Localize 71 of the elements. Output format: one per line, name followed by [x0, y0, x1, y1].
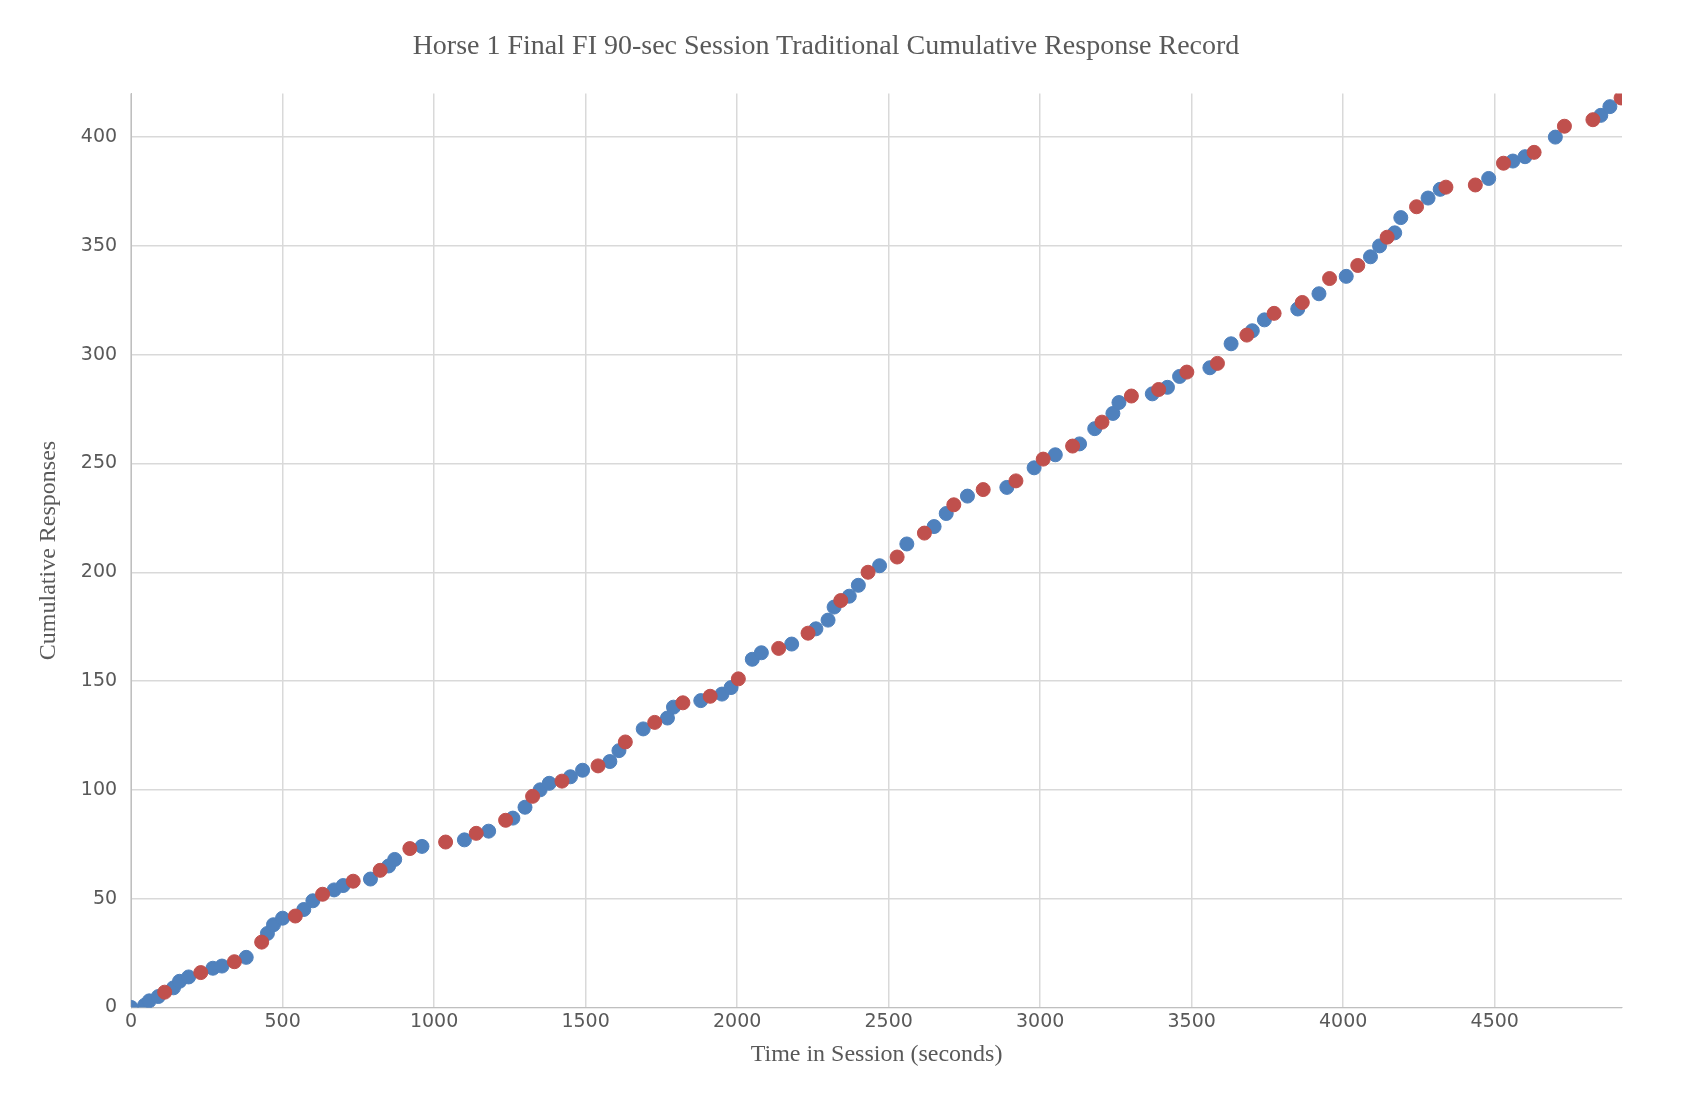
point [1094, 414, 1110, 430]
point [1496, 155, 1512, 171]
point [193, 965, 209, 981]
point [617, 734, 633, 750]
point [1350, 257, 1366, 273]
point [730, 671, 746, 687]
point [590, 758, 606, 774]
point [525, 788, 541, 804]
point [1556, 118, 1572, 134]
point [1008, 473, 1024, 489]
point [1179, 364, 1195, 380]
point [916, 525, 932, 541]
point [1585, 112, 1601, 128]
point [1239, 327, 1255, 343]
point [1065, 438, 1081, 454]
y-tick-label: 200 [80, 559, 118, 582]
point [1294, 294, 1310, 310]
point [1467, 177, 1483, 193]
point [1035, 451, 1051, 467]
point [800, 625, 816, 641]
point [157, 984, 173, 1000]
point [833, 593, 849, 609]
point [975, 482, 991, 498]
point [771, 640, 787, 656]
x-tick-label: 4000 [1319, 1008, 1368, 1031]
x-axis-title: Time in Session (seconds) [750, 1039, 1003, 1066]
point [1438, 179, 1454, 195]
y-axis-title: Cumulative Responses [33, 440, 60, 661]
point [345, 873, 361, 889]
point [1526, 144, 1542, 160]
point [315, 886, 331, 902]
point [1266, 305, 1282, 321]
x-tick-label: 0 [125, 1008, 138, 1031]
point [438, 834, 454, 850]
x-tick-label: 3000 [1015, 1008, 1065, 1031]
x-tick-label: 3500 [1167, 1008, 1216, 1031]
y-tick-label: 250 [80, 450, 118, 473]
x-tick-label: 1500 [561, 1008, 610, 1031]
y-tick-label: 300 [80, 341, 118, 364]
point [254, 934, 270, 950]
x-tick-label: 4500 [1470, 1008, 1519, 1031]
point [946, 497, 962, 513]
point [702, 688, 718, 704]
point [468, 825, 484, 841]
x-tick-label: 2000 [712, 1008, 762, 1031]
point [1151, 382, 1167, 397]
y-tick-label: 0 [104, 994, 118, 1017]
point [1409, 199, 1425, 215]
point [647, 714, 663, 730]
x-tick-label: 500 [264, 1008, 301, 1031]
chart-title: Horse 1 Final FI 90-sec Session Traditional Cumulative Response Record [412, 29, 1240, 61]
point [1379, 229, 1395, 245]
y-tick-label: 50 [92, 885, 118, 908]
point [1322, 271, 1338, 287]
x-tick-label: 2500 [864, 1008, 913, 1031]
y-tick-label: 150 [80, 667, 118, 690]
point [498, 812, 514, 828]
point [554, 773, 570, 789]
y-tick-label: 350 [80, 232, 118, 255]
point [226, 954, 242, 970]
point [372, 862, 388, 878]
point [860, 564, 876, 580]
point [287, 908, 303, 924]
x-tick-label: 1000 [409, 1008, 459, 1031]
point [675, 695, 691, 711]
y-tick-label: 400 [80, 124, 118, 147]
point [1209, 355, 1225, 371]
y-tick-label: 100 [80, 776, 118, 799]
point [402, 841, 418, 857]
point [1123, 388, 1139, 404]
point [889, 549, 905, 565]
